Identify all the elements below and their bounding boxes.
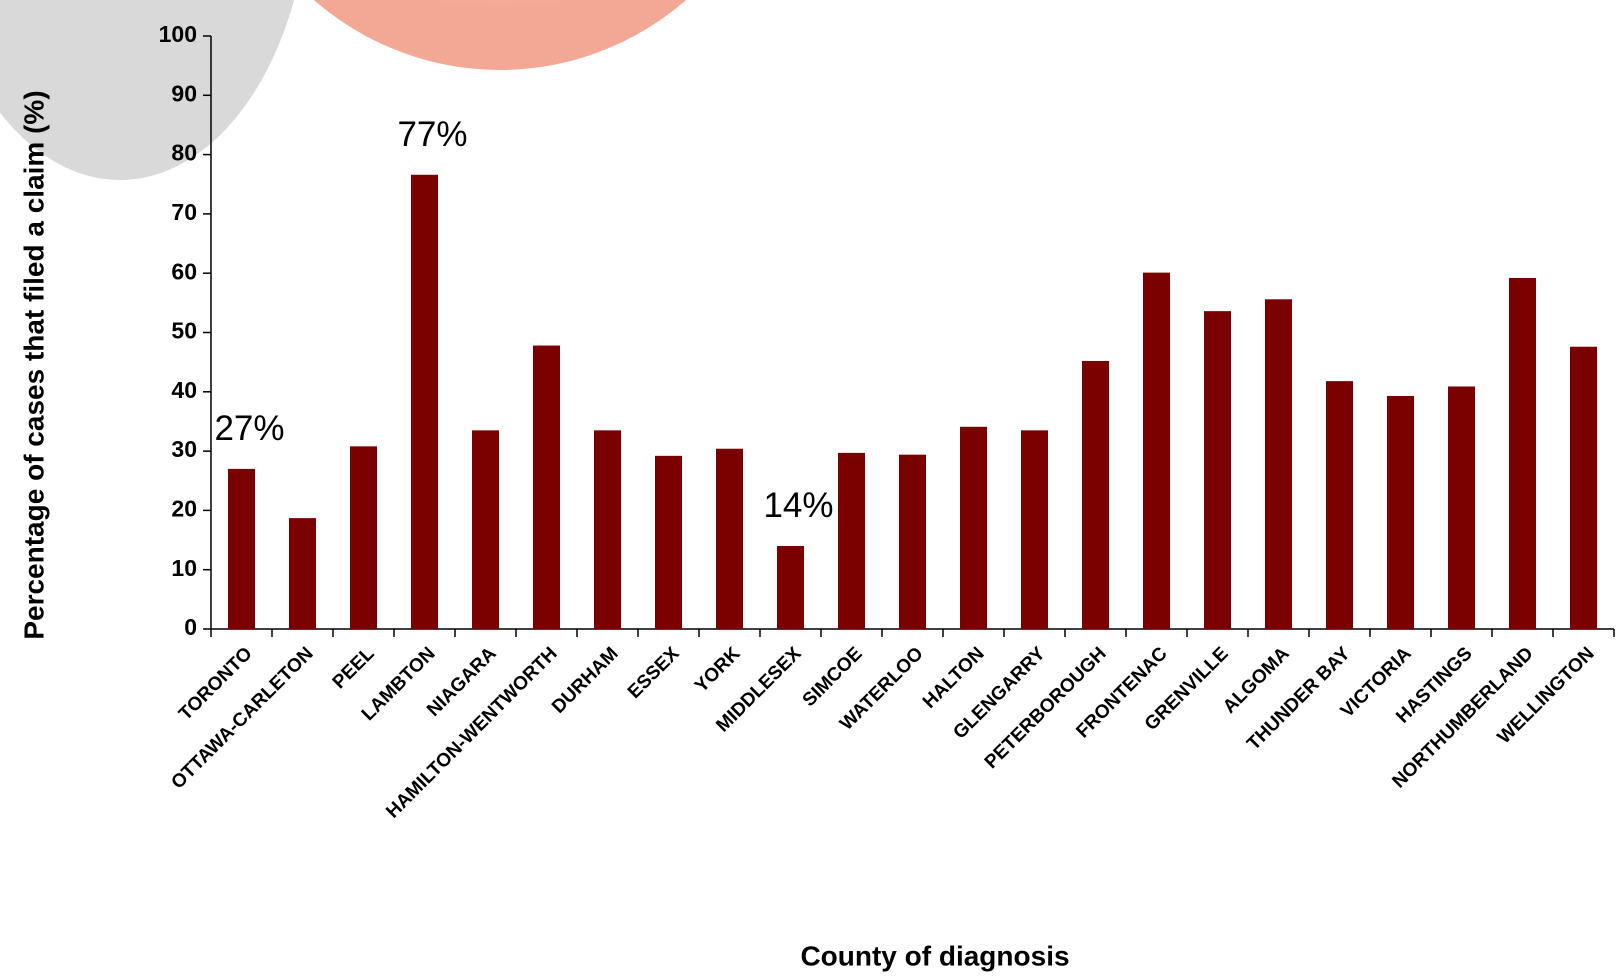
value-label: 14% xyxy=(763,486,833,525)
x-tick-label: YORK xyxy=(691,643,745,697)
value-label: 27% xyxy=(214,409,284,448)
y-tick-label: 40 xyxy=(171,377,197,403)
bar xyxy=(655,455,682,629)
x-tick-label: PEEL xyxy=(329,643,379,693)
bar xyxy=(411,174,438,629)
bar xyxy=(1387,395,1414,629)
bar xyxy=(1509,277,1536,629)
bar xyxy=(228,468,255,629)
bar xyxy=(838,452,865,629)
bar xyxy=(716,448,743,629)
bar xyxy=(594,430,621,629)
bar xyxy=(350,446,377,629)
bar xyxy=(1265,299,1292,629)
decor-gray xyxy=(0,0,295,180)
bar xyxy=(1326,381,1353,629)
y-tick-label: 20 xyxy=(171,495,197,521)
y-tick-label: 50 xyxy=(171,318,197,344)
bar xyxy=(1570,346,1597,629)
y-tick-label: 80 xyxy=(171,140,197,166)
x-tick-label: ESSEX xyxy=(624,643,684,703)
y-tick-label: 70 xyxy=(171,199,197,225)
y-tick-label: 90 xyxy=(171,80,197,106)
bar xyxy=(1143,272,1170,629)
y-tick-label: 30 xyxy=(171,436,197,462)
bar xyxy=(1021,430,1048,629)
y-axis-title: Percentage of cases that filed a claim (… xyxy=(18,90,49,639)
x-axis-title: County of diagnosis xyxy=(800,940,1069,971)
y-tick-label: 10 xyxy=(171,555,197,581)
bar xyxy=(289,518,316,629)
bar xyxy=(960,426,987,629)
bar xyxy=(1082,360,1109,629)
y-tick-label: 100 xyxy=(159,21,197,47)
bar xyxy=(1204,311,1231,629)
bar xyxy=(899,454,926,629)
bar xyxy=(777,545,804,629)
x-tick-label: DURHAM xyxy=(548,643,623,718)
bar xyxy=(533,345,560,629)
bar xyxy=(472,430,499,629)
y-tick-label: 0 xyxy=(184,614,197,640)
value-label: 77% xyxy=(397,115,467,154)
x-tick-label: THUNDER BAY xyxy=(1243,643,1355,755)
y-tick-label: 60 xyxy=(171,258,197,284)
decor-circle xyxy=(313,0,687,70)
bar xyxy=(1448,386,1475,629)
